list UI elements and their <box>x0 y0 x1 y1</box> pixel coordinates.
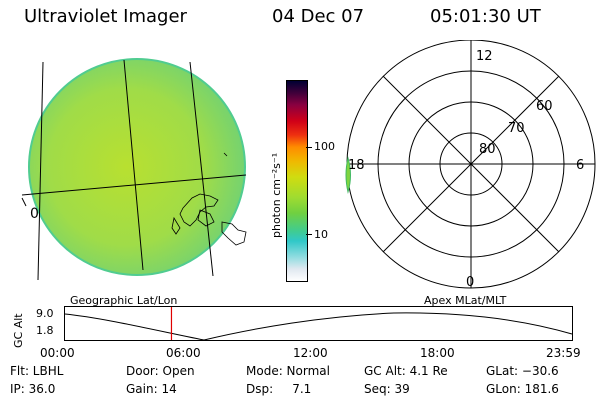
time-label: 05:01:30 UT <box>430 6 541 27</box>
status-door: Door: Open <box>126 364 195 378</box>
instrument-title: Ultraviolet Imager <box>24 6 187 27</box>
lat-label-70: 70 <box>508 121 525 136</box>
altitude-curve <box>64 312 573 341</box>
altitude-strip <box>64 306 573 341</box>
status-seq: Seq: 39 <box>364 382 410 396</box>
time-tick-0000: 00:00 <box>40 346 75 360</box>
colorbar-tick-label-100: 100 <box>314 140 335 153</box>
uv-disk <box>28 58 246 276</box>
lat-label-80: 80 <box>479 142 496 157</box>
status-filter: Flt: LBHL <box>10 364 64 378</box>
altitude-tick-label-1-8: 1.8 <box>36 324 54 337</box>
projection-label-geographic: Geographic Lat/Lon <box>70 294 178 307</box>
altitude-tick-label-9: 9.0 <box>36 307 54 320</box>
colorbar-tick-100 <box>306 147 312 148</box>
time-tick-1200: 12:00 <box>293 346 328 360</box>
mlt-label-12: 12 <box>476 49 493 64</box>
polar-plot: 12 18 6 0 60 70 80 <box>345 40 596 290</box>
status-glat: GLat: −30.6 <box>486 364 559 378</box>
time-tick-1800: 18:00 <box>420 346 455 360</box>
polar-emission-patch <box>345 156 351 194</box>
status-dsp: Dsp: 7.1 <box>246 382 312 396</box>
time-tick-2359: 23:59 <box>546 346 581 360</box>
status-glon: GLon: 181.6 <box>486 382 559 396</box>
status-ip: IP: 36.0 <box>10 382 56 396</box>
geographic-grid <box>21 59 247 281</box>
edge-zero-label: 0 <box>30 206 39 222</box>
status-mode: Mode: Normal <box>246 364 330 378</box>
colorbar-tick-10 <box>306 234 312 235</box>
mlt-label-6: 6 <box>576 158 584 173</box>
date-label: 04 Dec 07 <box>272 6 365 27</box>
altitude-axis-label: GC Alt <box>12 313 25 348</box>
colorbar <box>286 80 308 282</box>
status-gain: Gain: 14 <box>126 382 177 396</box>
mlt-label-18: 18 <box>348 158 365 173</box>
time-tick-0600: 06:00 <box>166 346 201 360</box>
mlt-label-0: 0 <box>466 275 474 290</box>
colorbar-tick-label-10: 10 <box>314 228 328 241</box>
uv-image-panel: 0 <box>21 58 247 281</box>
projection-label-apex: Apex MLat/MLT <box>424 294 507 307</box>
status-gc-alt: GC Alt: 4.1 Re <box>364 364 448 378</box>
coastline-outline <box>171 152 247 246</box>
colorbar-unit-label: photon cm⁻²s⁻¹ <box>270 152 283 238</box>
lat-label-60: 60 <box>536 99 553 114</box>
polar-diagonal-2 <box>382 75 560 253</box>
